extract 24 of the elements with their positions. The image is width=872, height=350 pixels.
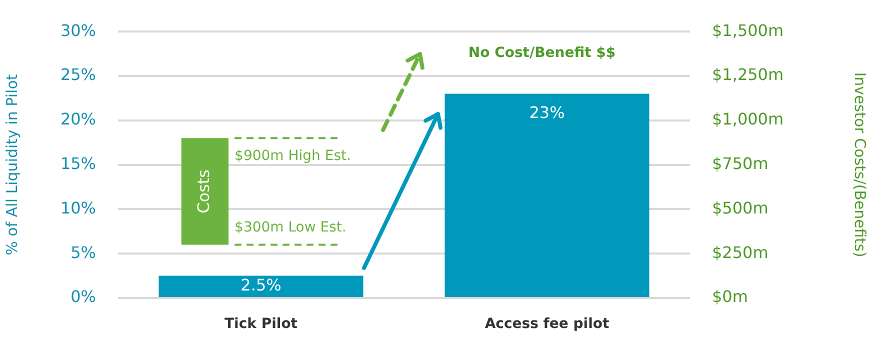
y-tick-label: 15% [60,154,96,173]
y2-axis-title: Investor Costs/(Benefits) [851,72,870,258]
x-tick-label: Tick Pilot [224,316,298,332]
y-tick-label: 10% [60,198,96,218]
data-label: 23% [529,102,565,122]
y-tick-label: 0% [70,287,96,306]
ref-line-label: $900m High Est. [234,148,351,164]
x-tick-label: Access fee pilot [484,316,610,332]
y2-tick-label: $750m [712,154,768,173]
ref-line-label: $300m Low Est. [234,219,346,236]
y-tick-label: 20% [60,110,96,129]
y2-tick-label: $500m [712,198,768,218]
y-tick-label: 5% [70,242,96,262]
y2-tick-label: $1,500m [712,20,784,40]
y2-tick-label: $1,250m [712,65,784,84]
y-axis-title: % of All Liquidity in Pilot [2,74,21,256]
annotation: No Cost/Benefit $$ [468,45,616,62]
y2-tick-label: $1,000m [712,110,784,129]
y-tick-label: 30% [60,20,96,40]
y-tick-label: 25% [60,65,96,84]
y2-tick-label: $0m [712,287,748,306]
y2-tick-label: $250m [712,242,768,262]
series-label: Costs [194,169,214,214]
data-label: 2.5% [240,276,282,295]
